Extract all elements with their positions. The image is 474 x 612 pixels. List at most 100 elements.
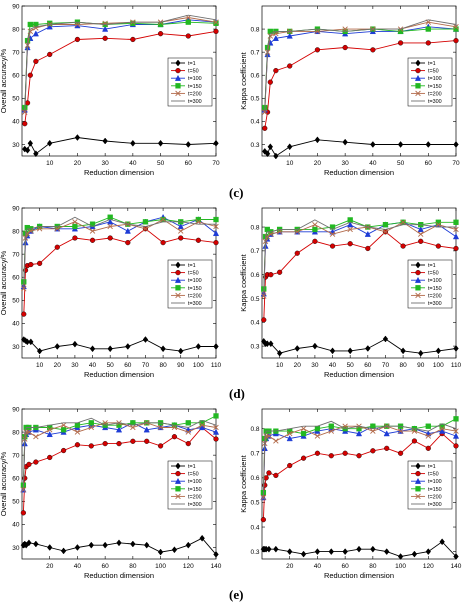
data-point-t-150 bbox=[130, 20, 136, 26]
data-point-t-1 bbox=[54, 343, 60, 350]
y-tick-label: 70 bbox=[12, 49, 20, 56]
data-point-t-1 bbox=[342, 138, 348, 146]
legend-label-t-1: t=1 bbox=[428, 61, 436, 67]
x-axis-label: Reduction dimension bbox=[324, 168, 394, 177]
data-point-t-1 bbox=[46, 544, 53, 551]
data-point-t-1 bbox=[453, 345, 459, 352]
x-tick-label: 140 bbox=[451, 563, 462, 570]
y-tick-label: 90 bbox=[12, 3, 20, 10]
legend-label-t-50: t=50 bbox=[188, 271, 199, 277]
data-point-t-100 bbox=[124, 227, 131, 234]
y-tick-label: 0.3 bbox=[250, 549, 259, 556]
data-point-t-150 bbox=[142, 219, 149, 225]
x-tick-label: 40 bbox=[74, 563, 82, 570]
data-point-t-1 bbox=[262, 147, 268, 155]
data-point-t-50 bbox=[171, 434, 178, 440]
legend-marker-t-150 bbox=[175, 83, 181, 89]
data-point-t-150 bbox=[213, 413, 219, 419]
y-tick-label: 70 bbox=[12, 251, 20, 258]
chart-panel-2: 10 20 30 40 50 60 70 0.3 0.4 0.5 0.6 0.7 0.8 Reductio… bbox=[239, 5, 460, 177]
data-point-t-50 bbox=[425, 445, 431, 451]
x-tick-label: 10 bbox=[46, 160, 54, 167]
y-axis-label: Overall accuracy/% bbox=[0, 451, 8, 516]
y-tick-label: 0.3 bbox=[250, 343, 259, 350]
y-tick-label: 70 bbox=[12, 452, 20, 459]
x-tick-label: 90 bbox=[417, 362, 425, 369]
data-point-t-1 bbox=[195, 343, 202, 350]
data-point-t-50 bbox=[21, 311, 27, 317]
data-point-t-200 bbox=[328, 428, 335, 434]
series-line-t-300 bbox=[263, 219, 456, 292]
legend-label-t-150: t=150 bbox=[428, 487, 442, 493]
x-tick-label: 20 bbox=[294, 362, 302, 369]
x-tick-label: 70 bbox=[452, 160, 460, 167]
data-point-t-1 bbox=[435, 347, 442, 355]
legend-box bbox=[407, 460, 453, 510]
data-point-t-1 bbox=[157, 548, 164, 556]
data-point-t-200 bbox=[329, 231, 336, 237]
data-point-t-200 bbox=[21, 286, 27, 292]
data-point-t-50 bbox=[418, 238, 424, 244]
data-point-t-200 bbox=[107, 223, 113, 230]
legend-marker-t-200 bbox=[175, 90, 181, 97]
y-tick-label: 0.7 bbox=[250, 49, 259, 56]
data-point-t-100 bbox=[199, 424, 206, 431]
data-point-t-1 bbox=[286, 548, 293, 556]
data-point-t-150 bbox=[347, 217, 353, 223]
legend-label-t-200: t=200 bbox=[428, 494, 442, 500]
data-point-t-1 bbox=[171, 546, 178, 554]
x-tick-label: 30 bbox=[311, 362, 319, 369]
data-point-t-200 bbox=[453, 226, 459, 233]
y-tick-label: 40 bbox=[12, 119, 20, 126]
x-tick-label: 60 bbox=[102, 563, 110, 570]
data-point-t-50 bbox=[287, 63, 293, 69]
data-point-t-50 bbox=[102, 441, 108, 447]
legend-label-t-150: t=150 bbox=[188, 487, 202, 493]
data-point-t-50 bbox=[329, 243, 336, 249]
data-point-t-50 bbox=[262, 482, 268, 488]
data-point-t-150 bbox=[328, 423, 334, 429]
x-tick-label: 50 bbox=[397, 160, 405, 167]
y-tick-label: 80 bbox=[12, 26, 20, 33]
x-tick-label: 20 bbox=[46, 563, 54, 570]
legend-marker-t-200 bbox=[175, 292, 181, 299]
series-line-t-300 bbox=[23, 216, 216, 285]
legend-label-t-200: t=200 bbox=[188, 91, 202, 97]
legend-label-t-50: t=50 bbox=[188, 472, 199, 478]
y-tick-label: 80 bbox=[12, 228, 20, 235]
data-point-t-200 bbox=[22, 109, 28, 115]
x-tick-label: 70 bbox=[212, 160, 220, 167]
legend-marker-t-1 bbox=[415, 462, 421, 470]
x-tick-label: 100 bbox=[155, 563, 166, 570]
x-tick-label: 80 bbox=[369, 563, 377, 570]
data-point-t-150 bbox=[312, 226, 318, 233]
x-tick-label: 30 bbox=[342, 160, 350, 167]
data-point-t-50 bbox=[60, 447, 67, 454]
data-point-t-100 bbox=[212, 230, 220, 237]
data-point-t-1 bbox=[267, 143, 274, 151]
data-point-t-1 bbox=[411, 550, 418, 558]
data-point-t-200 bbox=[213, 19, 219, 25]
legend-marker-t-150 bbox=[175, 285, 181, 291]
data-point-t-1 bbox=[24, 146, 31, 154]
data-point-t-100 bbox=[107, 218, 114, 225]
x-tick-label: 50 bbox=[107, 362, 115, 369]
series-line-t-300 bbox=[24, 14, 217, 110]
x-tick-label: 20 bbox=[286, 563, 294, 570]
data-point-t-1 bbox=[130, 139, 136, 147]
data-point-t-100 bbox=[355, 430, 363, 437]
series-line-t-300 bbox=[262, 420, 457, 496]
legend-marker-t-200 bbox=[415, 292, 421, 299]
legend-marker-t-200 bbox=[175, 493, 181, 500]
y-tick-label: 0.6 bbox=[250, 475, 259, 482]
data-point-t-150 bbox=[74, 422, 81, 428]
x-tick-label: 100 bbox=[433, 362, 444, 369]
data-point-t-150 bbox=[382, 222, 389, 228]
data-point-t-50 bbox=[27, 72, 33, 78]
data-point-t-100 bbox=[452, 432, 460, 439]
data-point-t-1 bbox=[273, 152, 279, 160]
legend-label-t-200: t=200 bbox=[428, 293, 442, 299]
x-tick-label: 40 bbox=[329, 362, 337, 369]
legend-label-t-200: t=200 bbox=[188, 293, 202, 299]
y-tick-label: 30 bbox=[12, 142, 20, 149]
